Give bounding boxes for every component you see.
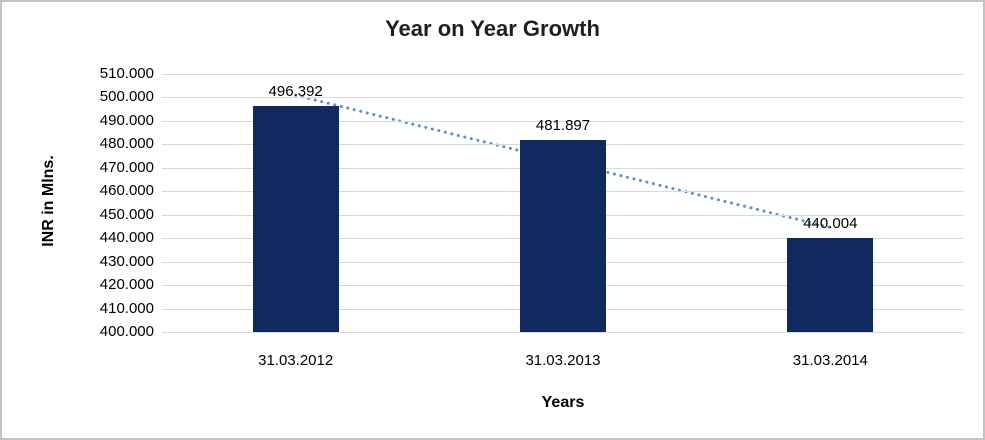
y-tick-label: 420.000 — [99, 276, 154, 294]
gridline — [162, 74, 964, 75]
x-tick-label: 31.03.2012 — [258, 352, 334, 369]
y-axis-tick-labels: 510.000 500.000 490.000 480.000 470.000 460.0… — [2, 65, 154, 340]
x-axis-tick-labels: 31.03.2012 31.03.2013 31.03.2014 — [162, 352, 964, 369]
bar-value-label: 481.897 — [535, 116, 591, 134]
bar — [520, 139, 606, 332]
y-tick-label: 410.000 — [99, 299, 154, 317]
y-tick-label: 490.000 — [99, 111, 154, 129]
y-tick-label: 480.000 — [99, 135, 154, 153]
gridline — [162, 120, 964, 122]
gridline — [162, 97, 964, 99]
x-axis-title: Years — [541, 394, 585, 411]
bar-value-label: 440.004 — [803, 215, 858, 233]
plot-area: 496.392 481.897 440.004 — [162, 74, 964, 333]
y-tick-label: 510.000 — [99, 65, 154, 82]
gridline — [162, 332, 964, 333]
bar — [787, 238, 874, 332]
chart-title: Year on Year Growth — [385, 16, 600, 41]
x-tick-label: 31.03.2014 — [792, 352, 868, 369]
y-tick-label: 440.000 — [99, 229, 154, 247]
bar-value-label: 496.392 — [268, 82, 323, 100]
bar — [252, 105, 339, 332]
x-tick-label: 31.03.2013 — [525, 352, 601, 369]
y-tick-label: 500.000 — [99, 88, 154, 106]
y-tick-label: 450.000 — [99, 205, 154, 223]
y-tick-label: 430.000 — [99, 252, 154, 270]
y-tick-label: 460.000 — [99, 182, 154, 200]
y-tick-label: 400.000 — [99, 323, 154, 340]
y-tick-label: 470.000 — [99, 158, 154, 176]
